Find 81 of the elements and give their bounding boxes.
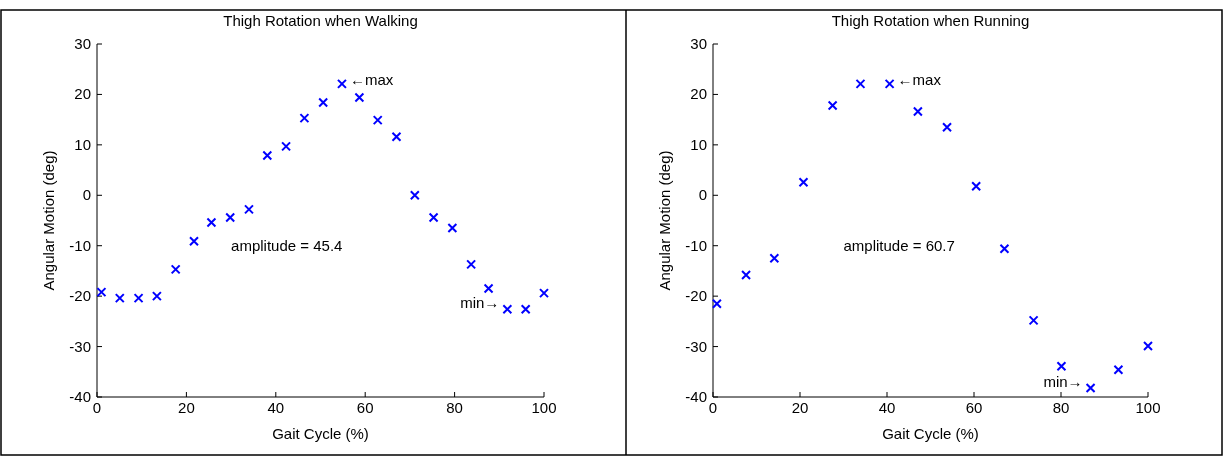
- x-axis-title: Gait Cycle (%): [882, 425, 979, 442]
- annotation: amplitude = 45.4: [231, 236, 343, 254]
- x-tick-label: 80: [1052, 399, 1070, 416]
- point: [1085, 382, 1096, 393]
- annotation: ←max: [349, 70, 394, 88]
- point: [318, 97, 329, 108]
- point: [409, 190, 420, 201]
- y-tick-label: 30: [74, 35, 91, 52]
- point: [151, 291, 162, 302]
- annotation: ←max: [897, 70, 942, 88]
- point: [281, 141, 292, 152]
- point: [999, 243, 1010, 254]
- x-tick-label: 80: [446, 399, 463, 416]
- y-tick-label: -40: [69, 388, 91, 405]
- point: [372, 115, 383, 126]
- point: [96, 287, 107, 298]
- chart-title: Thigh Rotation when Running: [831, 12, 1030, 29]
- x-tick-label: 20: [178, 399, 195, 416]
- x-tick-label: 0: [92, 399, 102, 416]
- y-tick-label: 30: [690, 35, 707, 52]
- annotation: min→: [460, 294, 500, 312]
- point: [447, 223, 458, 234]
- point: [483, 283, 494, 294]
- point: [971, 181, 982, 192]
- y-tick-label: 10: [690, 135, 707, 153]
- point: [1056, 361, 1067, 372]
- point: [1028, 315, 1039, 326]
- x-tick-label: 20: [791, 399, 809, 416]
- point: [262, 150, 273, 161]
- x-tick-label: 100: [531, 399, 557, 416]
- y-tick-label: -40: [685, 388, 707, 405]
- y-tick-label: -10: [685, 236, 707, 254]
- point: [114, 293, 125, 304]
- annotation: min→: [1043, 372, 1083, 390]
- point: [884, 78, 895, 89]
- point: [798, 177, 809, 188]
- x-tick-label: 40: [267, 399, 285, 416]
- y-tick-label: -10: [69, 236, 91, 254]
- point: [539, 288, 549, 299]
- point: [711, 298, 722, 309]
- point: [1143, 341, 1153, 352]
- y-tick-label: -30: [69, 337, 91, 355]
- point: [769, 253, 780, 264]
- y-axis-title: Angular Motion (deg): [656, 150, 673, 291]
- point: [741, 269, 752, 280]
- y-tick-label: -20: [69, 287, 91, 305]
- point: [391, 131, 402, 142]
- point: [502, 304, 513, 315]
- point: [520, 304, 531, 315]
- y-axis-title: Angular Motion (deg): [40, 150, 57, 291]
- point: [428, 212, 439, 223]
- y-tick-label: 0: [698, 186, 707, 204]
- point: [354, 92, 365, 103]
- x-tick-label: 40: [878, 399, 896, 416]
- point: [912, 106, 923, 117]
- x-axis-title: Gait Cycle (%): [272, 425, 369, 442]
- point: [336, 78, 347, 89]
- x-tick-label: 0: [708, 399, 718, 416]
- y-tick-label: -20: [685, 287, 707, 305]
- point: [827, 100, 838, 111]
- y-tick-label: 20: [690, 85, 707, 103]
- x-tick-label: 60: [965, 399, 983, 416]
- chart-title: Thigh Rotation when Walking: [223, 12, 418, 29]
- point: [170, 264, 181, 275]
- point: [1113, 364, 1124, 375]
- point: [189, 236, 199, 247]
- point: [466, 259, 477, 270]
- point: [133, 293, 144, 304]
- point: [855, 78, 866, 89]
- point: [225, 212, 236, 223]
- y-tick-label: 0: [82, 186, 91, 204]
- x-tick-label: 60: [356, 399, 374, 416]
- point: [942, 122, 953, 133]
- y-tick-label: 10: [74, 135, 91, 153]
- point: [206, 217, 217, 228]
- y-tick-label: 20: [74, 85, 91, 103]
- point: [299, 113, 310, 124]
- y-tick-label: -30: [685, 337, 707, 355]
- point: [243, 204, 254, 215]
- x-tick-label: 100: [1135, 399, 1161, 416]
- annotation: amplitude = 60.7: [843, 236, 955, 254]
